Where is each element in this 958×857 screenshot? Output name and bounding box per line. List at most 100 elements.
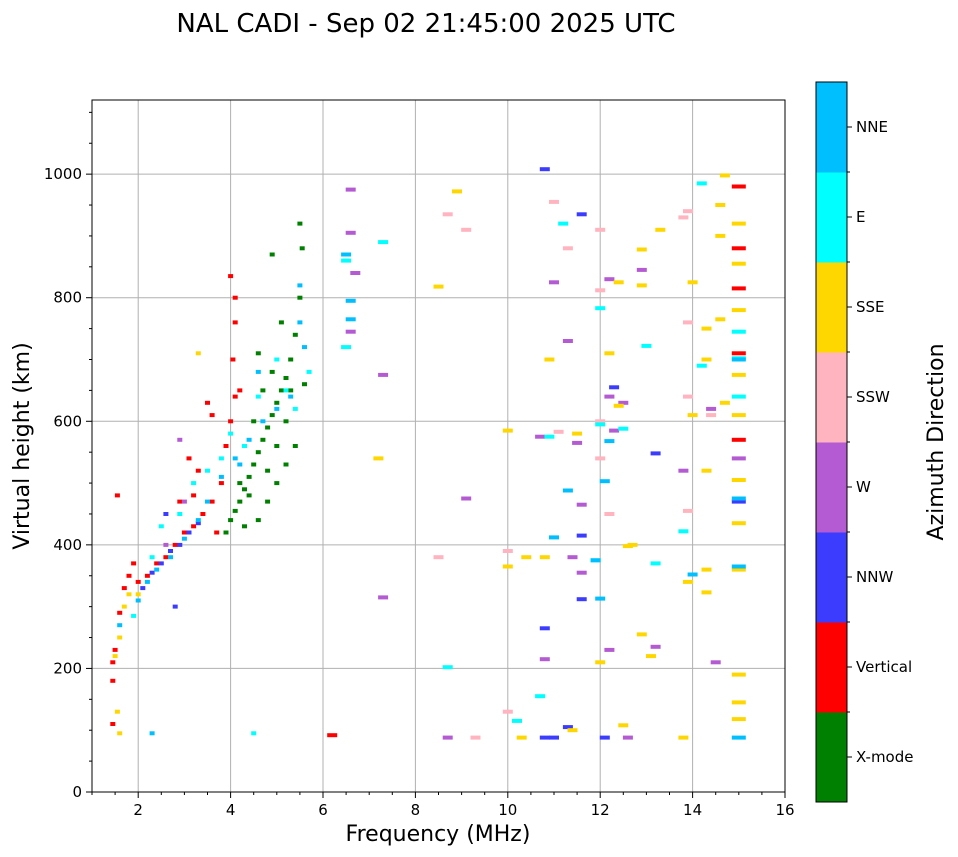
- data-point: [512, 718, 522, 723]
- data-point: [205, 499, 210, 504]
- data-point: [719, 400, 730, 405]
- data-point: [549, 199, 559, 204]
- data-point: [572, 440, 583, 445]
- colorbar-label: Azimuth Direction: [924, 343, 949, 540]
- y-tick-label: 0: [72, 783, 82, 801]
- data-point: [655, 227, 666, 232]
- data-point: [461, 227, 472, 232]
- data-point: [288, 388, 294, 393]
- grid: [92, 100, 785, 792]
- data-point: [576, 570, 587, 575]
- data-point: [350, 271, 361, 275]
- data-point: [683, 508, 693, 513]
- data-point: [502, 564, 513, 569]
- data-point: [678, 735, 689, 740]
- data-point: [126, 592, 132, 597]
- data-point: [265, 468, 271, 473]
- data-point: [283, 462, 289, 467]
- data-point: [297, 320, 303, 325]
- colorbar-swatch-e: [816, 172, 847, 263]
- data-point: [117, 731, 123, 736]
- data-point: [539, 735, 550, 740]
- data-point: [731, 261, 746, 266]
- data-point: [731, 567, 746, 572]
- colorbar-swatch-nnw: [816, 532, 847, 623]
- data-point: [237, 388, 243, 393]
- data-point: [731, 478, 746, 482]
- data-point: [442, 735, 453, 740]
- data-point: [731, 329, 746, 334]
- data-point: [144, 573, 150, 578]
- data-point: [562, 246, 573, 251]
- data-point: [255, 450, 261, 455]
- data-point: [719, 173, 730, 178]
- data-point: [731, 286, 746, 291]
- data-point: [195, 521, 201, 526]
- y-tick-label: 600: [53, 412, 82, 430]
- data-point: [149, 570, 155, 575]
- data-point: [678, 529, 689, 534]
- data-point: [731, 456, 746, 461]
- data-point: [168, 549, 173, 553]
- x-tick-label: 12: [591, 801, 610, 819]
- data-point: [636, 267, 647, 272]
- data-point: [278, 320, 284, 325]
- data-point: [195, 468, 201, 473]
- x-tick-label: 4: [226, 801, 236, 819]
- data-points: [110, 167, 746, 740]
- data-point: [232, 295, 238, 300]
- data-point: [715, 233, 726, 238]
- data-point: [232, 320, 238, 325]
- data-point: [609, 385, 620, 390]
- data-point: [269, 413, 275, 418]
- data-point: [269, 369, 275, 374]
- data-point: [687, 413, 698, 418]
- data-point: [687, 572, 698, 577]
- data-point: [242, 444, 247, 448]
- data-point: [696, 181, 707, 186]
- data-point: [131, 561, 137, 566]
- data-point: [641, 343, 652, 348]
- data-point: [590, 558, 601, 563]
- data-point: [576, 212, 587, 217]
- data-point: [246, 493, 252, 498]
- data-point: [297, 283, 303, 288]
- data-point: [341, 258, 352, 263]
- data-point: [251, 419, 257, 424]
- data-point: [613, 403, 624, 408]
- data-point: [595, 660, 606, 665]
- series-ssw: [433, 199, 717, 740]
- data-point: [595, 422, 606, 427]
- data-point: [731, 521, 746, 526]
- series-nne: [117, 252, 746, 740]
- data-point: [618, 426, 629, 431]
- series-w: [163, 187, 746, 740]
- data-point: [539, 657, 550, 662]
- data-point: [283, 376, 289, 380]
- data-point: [595, 596, 606, 601]
- data-point: [715, 203, 726, 207]
- data-point: [701, 357, 712, 362]
- data-point: [544, 357, 555, 362]
- data-point: [731, 246, 746, 251]
- data-point: [200, 512, 206, 516]
- data-point: [636, 283, 647, 288]
- data-point: [549, 735, 559, 740]
- data-point: [302, 382, 307, 387]
- data-point: [205, 400, 210, 405]
- data-point: [237, 499, 243, 504]
- data-point: [442, 212, 453, 217]
- data-point: [595, 227, 606, 232]
- data-point: [535, 694, 546, 699]
- data-point: [144, 579, 150, 584]
- data-point: [558, 221, 569, 226]
- data-point: [186, 530, 192, 535]
- data-point: [345, 187, 356, 192]
- data-point: [149, 555, 155, 560]
- data-point: [154, 567, 160, 572]
- plot-frame: [91, 99, 786, 793]
- data-point: [218, 456, 224, 461]
- data-point: [110, 722, 116, 726]
- data-point: [191, 481, 197, 486]
- data-point: [731, 184, 746, 189]
